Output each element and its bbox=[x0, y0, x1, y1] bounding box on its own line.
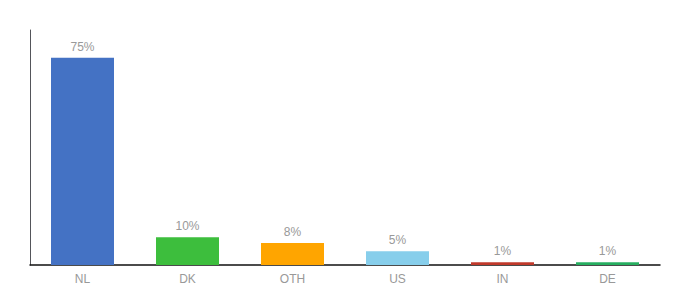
svg-text:IN: IN bbox=[497, 272, 509, 286]
svg-text:OTH: OTH bbox=[280, 272, 305, 286]
svg-text:1%: 1% bbox=[494, 244, 512, 258]
svg-text:DE: DE bbox=[599, 272, 616, 286]
svg-text:US: US bbox=[389, 272, 406, 286]
svg-text:8%: 8% bbox=[284, 225, 302, 239]
svg-text:NL: NL bbox=[75, 272, 91, 286]
svg-text:10%: 10% bbox=[175, 219, 199, 233]
svg-text:DK: DK bbox=[179, 272, 196, 286]
svg-text:1%: 1% bbox=[599, 244, 617, 258]
svg-text:75%: 75% bbox=[70, 40, 94, 54]
svg-text:5%: 5% bbox=[389, 233, 407, 247]
